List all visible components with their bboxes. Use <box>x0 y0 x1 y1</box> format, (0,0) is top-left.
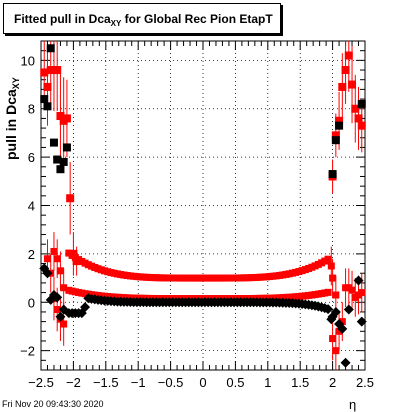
data-point <box>53 306 61 314</box>
data-point <box>53 155 62 164</box>
y-axis-label-sub: XY <box>11 77 20 89</box>
x-tick-label: −1.5 <box>93 375 119 390</box>
data-point <box>329 274 337 282</box>
x-tick-label: −0.5 <box>158 375 184 390</box>
x-tick-label: 1.5 <box>291 375 309 390</box>
x-tick-label: 0 <box>199 375 206 390</box>
x-tick-label: 0.5 <box>226 375 244 390</box>
chart-title-subscript: XY <box>110 19 122 28</box>
chart-title-main: Fitted pull in Dca <box>14 12 111 26</box>
data-point <box>59 157 68 166</box>
data-point <box>348 80 357 89</box>
x-tick-label: 1 <box>264 375 271 390</box>
data-point <box>351 104 360 113</box>
data-point <box>338 82 347 91</box>
data-point <box>56 267 64 275</box>
data-point <box>62 114 71 123</box>
x-axis-label: η <box>349 397 357 412</box>
data-point <box>331 136 340 145</box>
data-point <box>340 357 351 368</box>
data-point <box>53 255 61 263</box>
data-point <box>327 262 335 270</box>
data-point <box>332 347 340 355</box>
data-point <box>60 320 68 328</box>
data-point <box>324 288 332 296</box>
data-point <box>337 323 348 334</box>
x-tick-label: 2 <box>329 375 336 390</box>
data-point <box>357 99 366 108</box>
data-point <box>49 138 58 147</box>
y-axis-label-main: pull in Dca <box>3 89 19 160</box>
data-point <box>66 194 75 203</box>
data-point <box>353 275 364 286</box>
chart-plot: −2.5 −2 −1.5 −1 −0.5 0 0.5 1 1.5 2 2.5 −2 0 2 4 6 8 10 <box>20 40 374 390</box>
data-point <box>53 66 62 75</box>
x-tick-label: 2.5 <box>356 375 374 390</box>
data-point <box>324 255 332 263</box>
data-point <box>329 335 337 343</box>
data-point <box>348 286 356 294</box>
y-tick-label: 2 <box>28 247 35 262</box>
data-point <box>56 111 65 120</box>
data-point <box>46 44 55 53</box>
data-point <box>343 304 354 315</box>
data-point <box>40 95 49 104</box>
data-point <box>332 291 340 299</box>
data-point <box>357 121 366 130</box>
svg-text:pull in DcaXY: pull in DcaXY <box>3 77 20 160</box>
y-axis-label: pull in DcaXY <box>3 77 20 160</box>
data-point <box>341 66 350 75</box>
chart-title-box: Fitted pull in DcaXY for Global Rec Pion… <box>3 3 281 34</box>
data-point <box>80 302 91 313</box>
data-point <box>43 82 52 91</box>
footer-timestamp: Fri Nov 20 09:43:30 2020 <box>2 399 104 409</box>
data-point <box>338 318 346 326</box>
data-point <box>55 311 66 322</box>
data-point <box>356 316 367 327</box>
data-point <box>62 143 71 152</box>
x-tick-label: −1 <box>131 375 146 390</box>
x-tick-label: −2 <box>66 375 81 390</box>
data-point <box>43 102 52 111</box>
y-tick-label: 6 <box>28 150 35 165</box>
data-point <box>42 268 53 279</box>
data-point <box>328 170 337 179</box>
data-point <box>358 289 366 297</box>
y-tick-label: 4 <box>28 199 35 214</box>
chart-title: Fitted pull in DcaXY for Global Rec Pion… <box>14 12 273 28</box>
data-point <box>354 114 363 123</box>
data-point <box>60 284 68 292</box>
data-point <box>335 116 344 125</box>
data-point <box>323 304 334 315</box>
data-point <box>335 327 343 335</box>
chart-title-suffix: for Global Rec Pion EtapT <box>121 12 273 26</box>
data-point <box>344 51 353 60</box>
data-point <box>52 292 63 303</box>
data-point <box>330 306 341 317</box>
data-point <box>331 131 340 140</box>
data-point <box>40 68 49 77</box>
data-point <box>43 255 51 263</box>
y-tick-label: 8 <box>28 102 35 117</box>
y-tick-label: 0 <box>28 295 35 310</box>
data-point <box>50 247 58 255</box>
y-tick-label: 10 <box>21 53 35 68</box>
y-tick-label: −2 <box>20 344 35 359</box>
x-tick-label: −2.5 <box>28 375 54 390</box>
data-point <box>335 121 344 130</box>
data-point <box>58 304 69 315</box>
data-point <box>56 165 65 174</box>
